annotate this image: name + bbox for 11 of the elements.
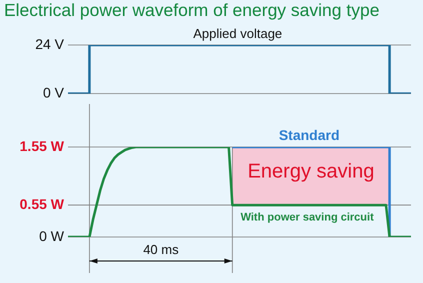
- y-tick-label: 1.55 W: [20, 138, 65, 154]
- band-label: Energy saving: [248, 160, 374, 183]
- series-label: Standard: [278, 126, 340, 143]
- y-tick-label: 0.55 W: [20, 196, 65, 212]
- y-tick-label: 0 V: [42, 84, 65, 100]
- chart-title: Electrical power waveform of energy saving type: [4, 0, 380, 21]
- y-tick-label: 0 W: [39, 228, 65, 244]
- text: 40 ms: [143, 242, 180, 258]
- series-label: Applied voltage: [193, 26, 282, 42]
- y-tick-label: 24 V: [35, 36, 65, 52]
- series-label: With power saving circuit: [240, 212, 374, 224]
